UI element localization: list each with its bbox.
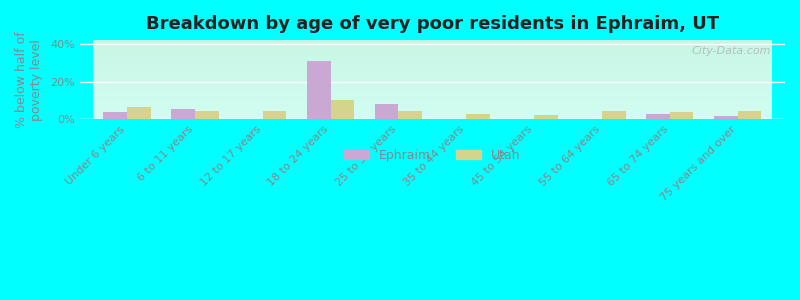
Bar [306, 61, 330, 119]
Bar [738, 111, 762, 119]
Text: City-Data.com: City-Data.com [691, 46, 771, 56]
Bar [398, 111, 422, 119]
Bar [374, 104, 398, 119]
Bar [602, 111, 626, 119]
Bar [534, 116, 558, 119]
Bar [330, 100, 354, 119]
Bar [670, 112, 694, 119]
Title: Breakdown by age of very poor residents in Ephraim, UT: Breakdown by age of very poor residents … [146, 15, 719, 33]
Bar [646, 113, 670, 119]
Bar [714, 116, 738, 119]
Bar [262, 111, 286, 119]
Bar [171, 109, 195, 119]
Legend: Ephraim, Utah: Ephraim, Utah [339, 144, 526, 167]
Bar [466, 115, 490, 119]
Bar [127, 107, 150, 119]
Y-axis label: % below half of
poverty level: % below half of poverty level [15, 31, 43, 128]
Bar [103, 112, 127, 119]
Bar [195, 111, 218, 119]
